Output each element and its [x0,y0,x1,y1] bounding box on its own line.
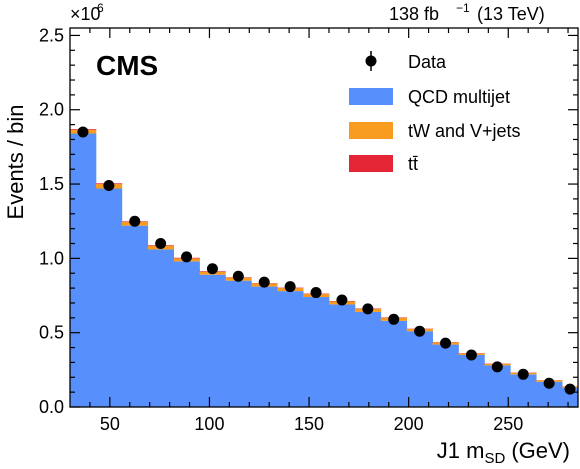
bar-qcd-multijet-15 [458,354,485,407]
y-tick-label-5: 2.5 [39,25,64,45]
legend-label-data: Data [408,52,447,72]
bar-qcd-multijet-9 [303,297,330,407]
bar-qcd-multijet-14 [432,344,459,407]
legend: Data QCD multijet tW and V+jets tt̄ [349,51,521,174]
bar-qcd-multijet-10 [328,304,356,407]
bar-qcd-multijet-5 [199,274,226,407]
y-tick-label-2: 1.0 [39,248,64,268]
bar-qcd-multijet-6 [225,280,252,407]
data-point-1 [103,180,115,192]
legend-ttbar-swatch [349,155,393,172]
x-axis-label-subscript: SD [484,450,505,467]
y-tick-label-3: 1.5 [39,174,64,194]
data-point-8 [284,281,296,293]
luminosity-exponent: −1 [456,1,470,15]
data-point-5 [206,263,218,275]
data-point-16 [491,361,503,373]
data-point-4 [181,251,193,263]
data-point-15 [465,349,477,361]
x-axis-label-unit: (GeV) [511,438,570,463]
data-point-2 [129,215,141,227]
y-axis-label: Events / bin [3,105,28,220]
y-ticks: 0.0 0.5 1.0 1.5 2.0 2.5 [39,25,578,417]
x-tick-label-2: 150 [294,414,324,434]
stacked-bars [70,129,579,407]
exponent-power: 6 [97,1,104,15]
data-points [77,126,576,395]
bar-qcd-multijet-3 [147,249,174,407]
bar-qcd-multijet-12 [380,320,408,407]
x-ticks: 50 100 150 200 250 [89,28,569,434]
x-axis-label-main: J1 m [437,438,485,463]
legend-qcd-swatch [349,88,393,105]
legend-label-tw-vjets: tW and V+jets [408,121,521,141]
legend-tw-vjets-swatch [349,122,393,139]
bar-qcd-multijet-0 [70,133,97,407]
plot-frame [69,27,579,408]
legend-data-marker [365,55,377,67]
data-point-10 [336,294,348,306]
data-point-11 [362,303,374,315]
y-tick-label-4: 2.0 [39,100,64,120]
data-point-6 [232,270,244,282]
bar-qcd-multijet-4 [173,261,200,407]
bar-qcd-multijet-7 [251,286,278,407]
data-point-14 [440,337,452,349]
data-point-17 [517,368,529,380]
bar-qcd-multijet-11 [354,311,382,407]
bar-qcd-multijet-13 [406,331,433,407]
data-point-13 [414,325,426,337]
legend-label-qcd: QCD multijet [408,87,510,107]
y-tick-label-0: 0.0 [39,397,64,417]
luminosity-label: 138 fb [389,4,439,24]
data-point-19 [564,383,576,395]
bar-qcd-multijet-1 [95,188,123,407]
x-tick-label-1: 100 [194,414,224,434]
bar-qcd-multijet-8 [277,291,304,407]
x-tick-label-3: 200 [394,414,424,434]
energy-label: (13 TeV) [477,4,545,24]
data-point-0 [77,126,89,138]
data-point-18 [543,377,555,389]
data-point-12 [388,313,400,325]
x-axis-label: J1 mSD (GeV) [437,438,570,467]
bar-qcd-multijet-2 [121,225,149,407]
cms-label: CMS [96,50,158,81]
data-point-3 [155,238,167,250]
x-tick-label-0: 50 [100,414,120,434]
data-point-9 [310,287,322,299]
data-point-7 [258,276,270,288]
legend-label-ttbar: tt̄ [408,154,418,174]
y-tick-label-1: 0.5 [39,323,64,343]
x-tick-label-4: 250 [493,414,523,434]
exponent-label: ×10 [70,4,101,24]
